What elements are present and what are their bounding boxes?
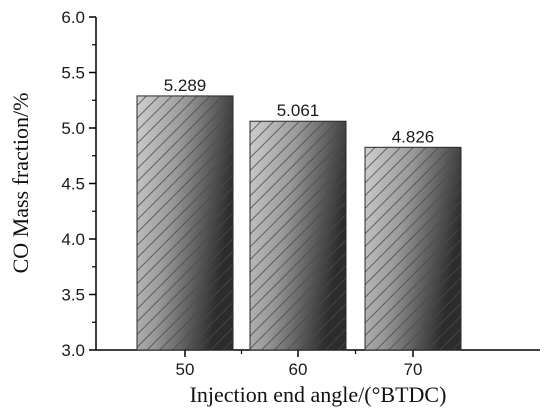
data-labels: 5.289 5.061 4.826 [164, 76, 435, 146]
x-axis-title: Injection end angle/(°BTDC) [190, 382, 447, 407]
bar-hatch-50 [136, 95, 234, 351]
bar-series [136, 95, 462, 351]
data-label-70: 4.826 [392, 127, 435, 146]
x-tick-label: 50 [176, 360, 195, 379]
y-axis-ticks: 3.0 3.5 4.0 4.5 5.0 5.5 6.0 [61, 8, 96, 360]
y-tick-label: 5.5 [61, 64, 85, 83]
y-tick-label: 4.5 [61, 175, 85, 194]
data-label-60: 5.061 [277, 101, 320, 120]
y-tick-label: 3.5 [61, 286, 85, 305]
bar-hatch-70 [364, 146, 462, 351]
x-axis-ticks: 50 60 70 [176, 350, 423, 379]
x-tick-label: 60 [289, 360, 308, 379]
data-label-50: 5.289 [164, 76, 207, 95]
bar-hatch-60 [249, 120, 347, 351]
y-axis-title: CO Mass fraction/% [8, 93, 33, 274]
y-tick-label: 6.0 [61, 8, 85, 27]
y-tick-label: 3.0 [61, 341, 85, 360]
y-tick-label: 5.0 [61, 119, 85, 138]
x-tick-label: 70 [404, 360, 423, 379]
y-tick-label: 4.0 [61, 230, 85, 249]
